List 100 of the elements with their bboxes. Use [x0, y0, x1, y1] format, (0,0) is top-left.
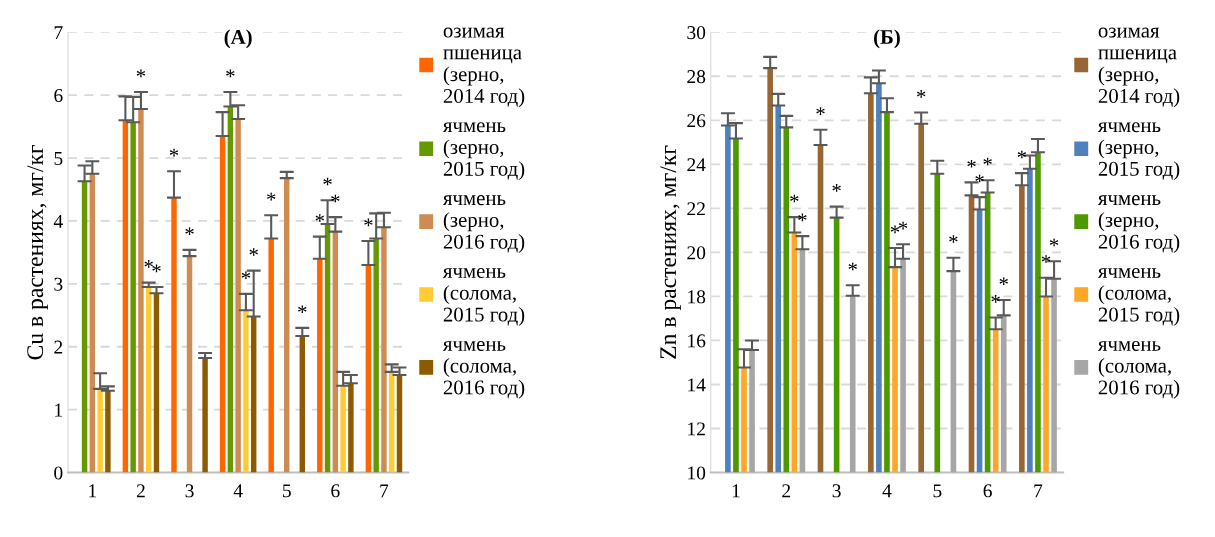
bar [138, 108, 144, 473]
data-label: * [249, 248, 258, 256]
data-label: * [848, 262, 857, 271]
data-label: * [916, 90, 926, 98]
legend-label: ячмень (солома, 2016 год) [1097, 340, 1180, 399]
bar [317, 258, 323, 473]
bar [388, 371, 395, 473]
data-label: * [315, 214, 324, 222]
y-tick-label: 4 [53, 214, 63, 228]
data-label: * [832, 184, 841, 192]
y-tick-label: 28 [687, 70, 706, 84]
data-label: * [1049, 238, 1059, 247]
data-label: * [169, 148, 179, 157]
y-tick-label: 3 [54, 277, 63, 291]
legend-label: ячмень (зерно, 2015 год) [1097, 122, 1180, 181]
y-tick-label: 2 [54, 340, 63, 354]
bar [219, 136, 226, 473]
bar [348, 383, 354, 473]
y-tick-label: 24 [687, 158, 706, 172]
y-tick-label: 20 [687, 246, 706, 260]
bar [332, 231, 339, 473]
legend-label: озимая пшеница (зерно, 2014 год) [443, 27, 525, 108]
bar [81, 181, 88, 473]
data-label: * [890, 225, 900, 234]
x-tick-label: 2 [136, 484, 145, 498]
bar [235, 119, 241, 473]
x-tick-label: 1 [732, 484, 740, 498]
y-tick-label: 1 [55, 403, 63, 417]
bar [130, 122, 136, 473]
data-label: * [1041, 255, 1051, 263]
x-tick-label: 6 [331, 484, 340, 498]
x-tick-label: 4 [882, 484, 892, 498]
legend-label: ячмень (зерно, 2016 год) [1097, 195, 1180, 253]
legend-label: ячмень (зерно, 2016 год) [442, 195, 525, 253]
data-label: * [226, 69, 235, 78]
bar [299, 336, 306, 473]
data-label: * [152, 264, 161, 273]
bar [145, 286, 152, 473]
data-label: * [798, 213, 807, 222]
x-tick-label: 5 [933, 484, 942, 498]
bar [381, 227, 387, 473]
x-tick-label: 4 [233, 484, 243, 498]
y-tick-label: 6 [54, 89, 63, 103]
bar [284, 178, 290, 473]
data-label: * [983, 157, 992, 166]
bar [153, 293, 160, 473]
x-tick-label: 3 [832, 484, 841, 498]
data-label: * [898, 221, 908, 230]
data-label: * [331, 194, 340, 203]
bar [105, 390, 111, 473]
data-label: * [298, 305, 307, 314]
legend-label: ячмень (солома, 2016 год) [442, 340, 525, 399]
data-label: * [816, 107, 825, 115]
bar [268, 238, 274, 473]
bar [373, 238, 379, 473]
data-label: * [144, 260, 153, 268]
x-tick-label: 3 [185, 484, 194, 498]
x-tick-label: 6 [983, 484, 992, 498]
bar [340, 385, 346, 473]
bar [122, 120, 129, 473]
x-tick-label: 7 [1034, 484, 1043, 498]
y-axis-title: Zn в растениях, мг/кг [660, 145, 681, 359]
x-tick-label: 7 [380, 484, 389, 498]
data-label: * [267, 192, 276, 201]
data-label: * [185, 227, 194, 236]
bar [324, 224, 331, 473]
bar [97, 388, 103, 473]
legend-label: озимая пшеница (зерно, 2014 год) [1098, 27, 1180, 108]
data-label: * [949, 235, 958, 243]
data-label: * [364, 218, 373, 227]
data-label: * [967, 159, 976, 168]
chart-title: (A) [224, 29, 252, 49]
legend-label: ячмень (зерно, 2015 год) [442, 122, 525, 181]
bar [171, 197, 177, 473]
y-tick-label: 26 [687, 114, 706, 128]
y-tick-label: 10 [688, 466, 706, 480]
y-tick-label: 0 [54, 466, 63, 480]
y-tick-label: 5 [54, 152, 63, 165]
data-label: * [999, 277, 1008, 286]
y-axis-title: Cu в растениях, мг/кг [27, 144, 48, 360]
data-label: * [991, 295, 1000, 303]
y-tick-label: 30 [687, 26, 706, 40]
x-tick-label: 5 [283, 484, 291, 498]
x-tick-label: 1 [89, 484, 97, 498]
bar [202, 358, 208, 473]
y-tick-label: 12 [688, 422, 705, 436]
bar [250, 316, 257, 473]
bar [186, 256, 193, 473]
legend-label: ячмень (солома, 2015 год) [1097, 268, 1180, 326]
data-label: * [790, 194, 799, 203]
y-tick-label: 16 [688, 334, 706, 348]
data-label: * [323, 177, 332, 186]
bar [396, 375, 403, 473]
data-label: * [241, 271, 251, 280]
bar [243, 310, 249, 473]
y-tick-label: 14 [688, 378, 706, 392]
bar [365, 264, 372, 473]
x-tick-label: 2 [782, 484, 791, 498]
y-tick-label: 18 [688, 290, 706, 304]
bar [227, 106, 234, 473]
